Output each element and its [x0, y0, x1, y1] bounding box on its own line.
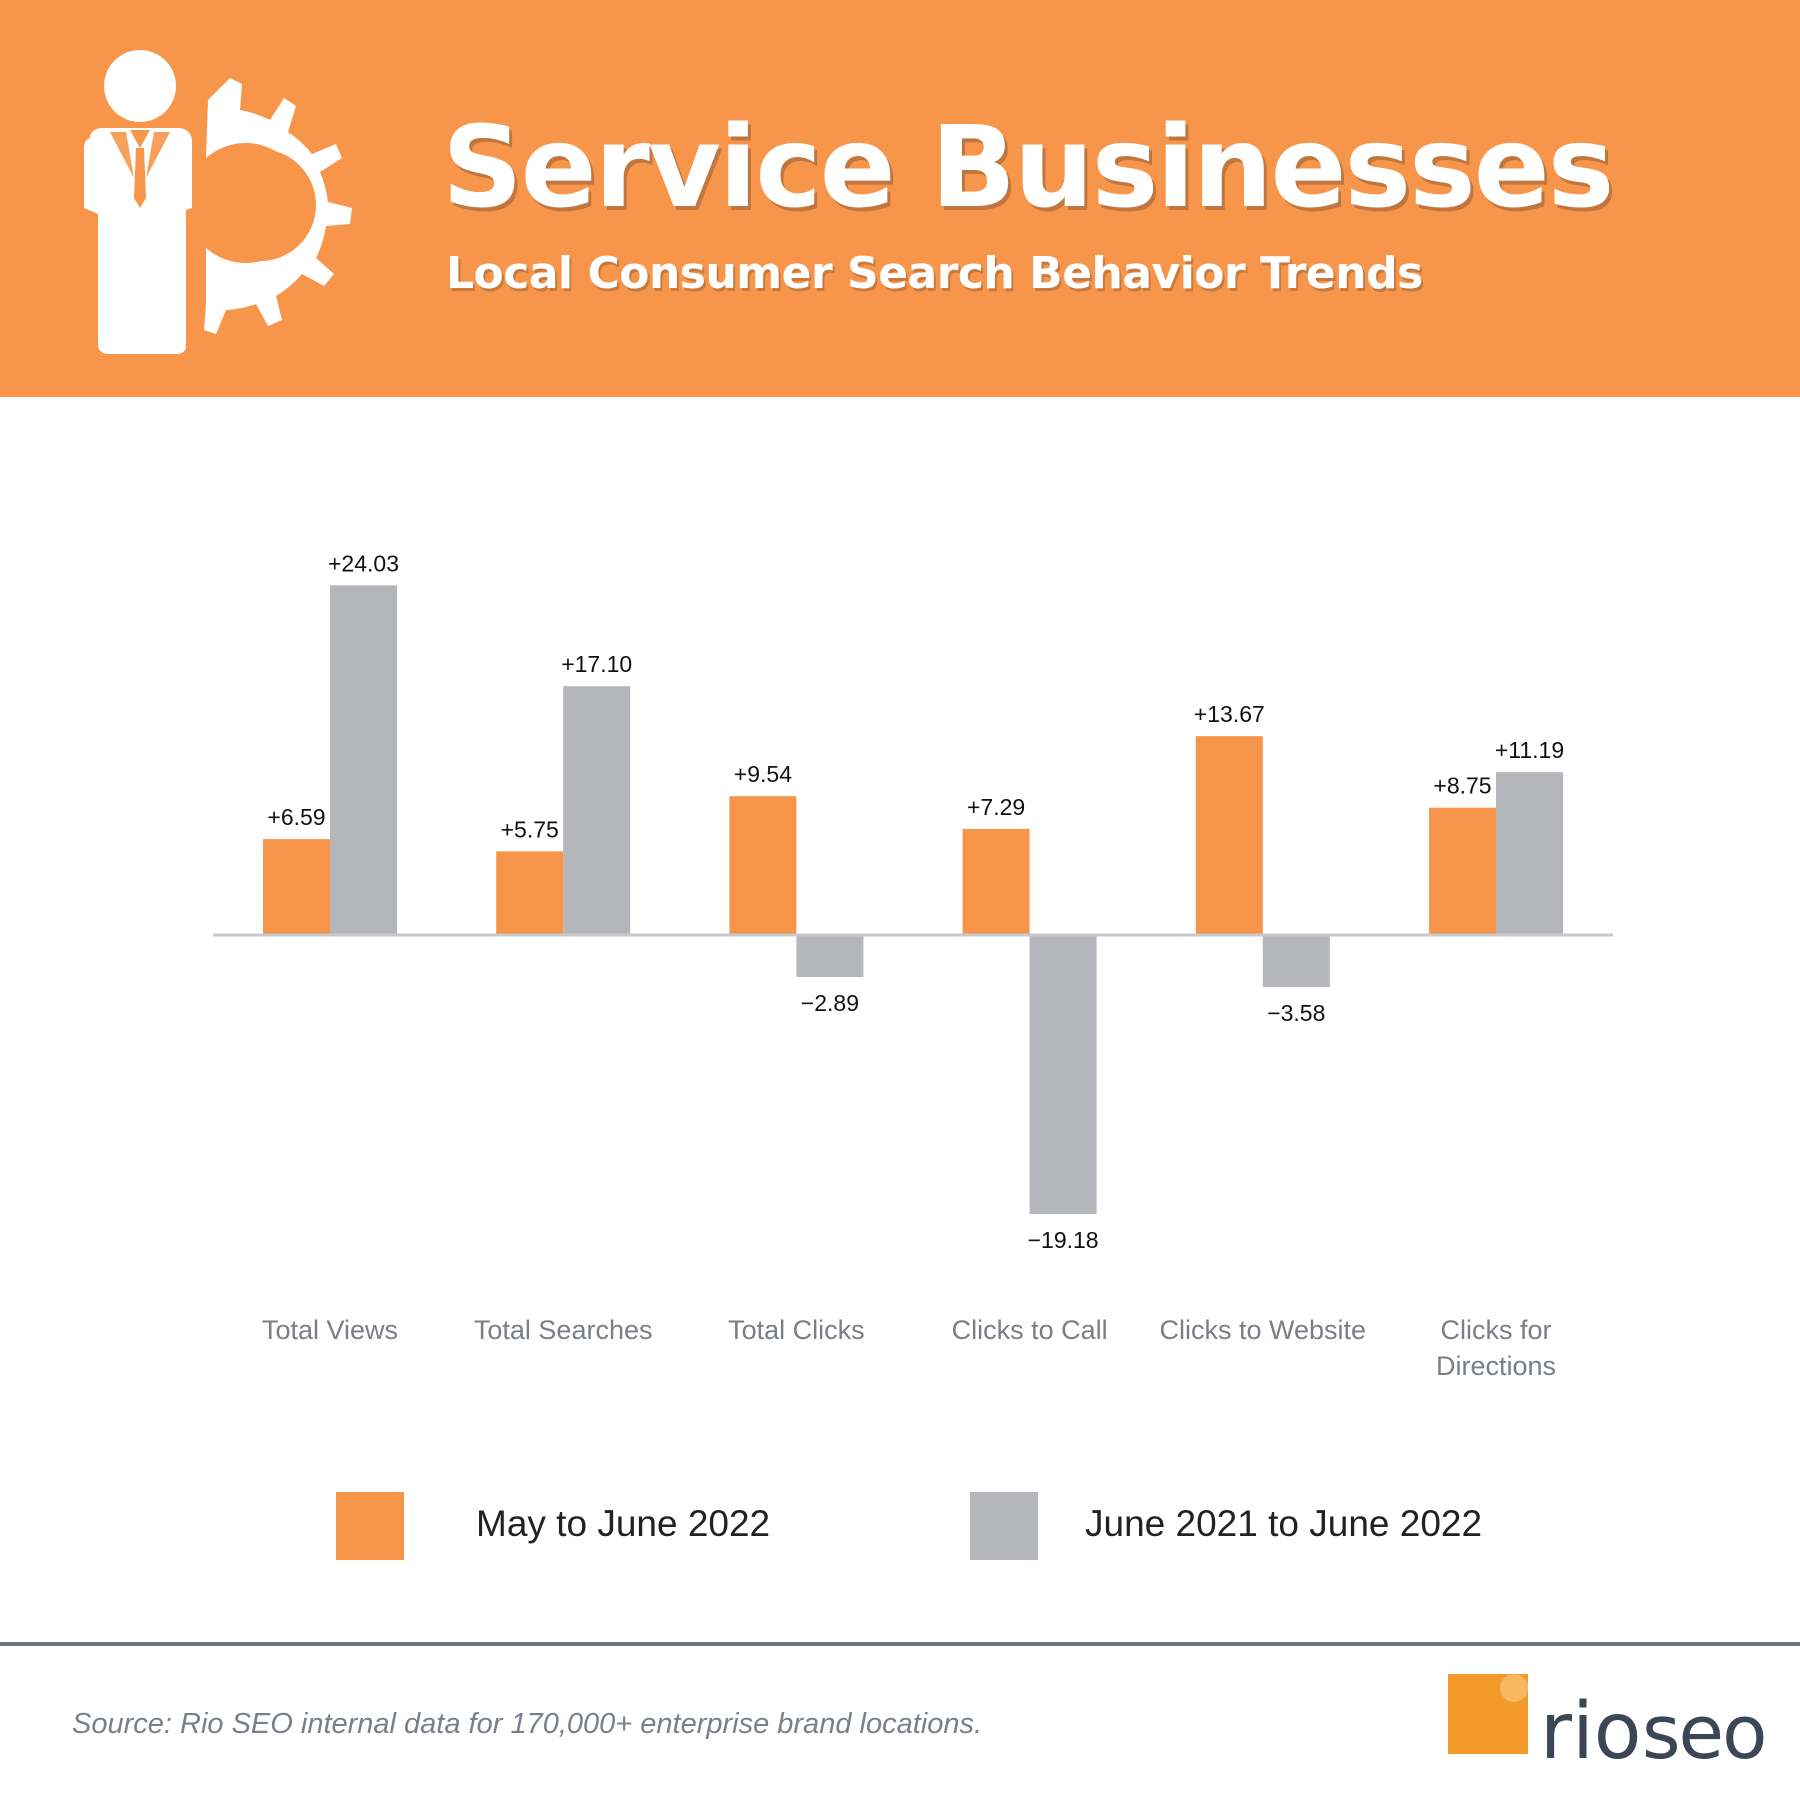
data-label-total-clicks-series-1: +9.54	[734, 761, 792, 787]
category-label-total-views: Total Views	[262, 1315, 398, 1345]
page-subtitle: Local Consumer Search Behavior Trends	[446, 248, 1423, 299]
bar-total-clicks-series-1	[729, 796, 797, 935]
data-label-total-views-series-1: +6.59	[267, 804, 325, 830]
header-banner: Service Businesses Local Consumer Search…	[0, 0, 1800, 397]
category-label-total-searches: Total Searches	[474, 1315, 653, 1345]
data-label-clicks-to-website-series-1: +13.67	[1194, 701, 1265, 727]
source-note: Source: Rio SEO internal data for 170,00…	[72, 1708, 983, 1740]
bar-clicks-to-website-series-1	[1195, 736, 1263, 935]
bar-clicks-for-directions-series-2	[1496, 772, 1563, 935]
category-label-clicks-to-call: Clicks to Call	[952, 1315, 1108, 1345]
rioseo-logo: rio seo	[1448, 1674, 1767, 1772]
bar-total-searches-series-1	[496, 851, 564, 935]
logo-text-seo: seo	[1642, 1690, 1765, 1772]
bar-chart: +6.59 +24.03 Total Views +5.75 +17.10 Total S…	[213, 550, 1613, 1381]
legend-swatch-june	[970, 1492, 1038, 1560]
bar-clicks-to-call-series-1	[962, 828, 1030, 935]
footer-divider	[0, 1642, 1800, 1646]
data-label-total-views-series-2: +24.03	[328, 550, 399, 576]
legend-label-june: June 2021 to June 2022	[1085, 1503, 1483, 1544]
data-label-total-clicks-series-2: −2.89	[801, 990, 859, 1016]
data-label-clicks-for-directions-series-1: +8.75	[1433, 773, 1491, 799]
data-label-total-searches-series-1: +5.75	[501, 816, 559, 842]
category-label-clicks-to-website: Clicks to Website	[1160, 1315, 1367, 1345]
data-label-clicks-for-directions-series-2: +11.19	[1495, 737, 1564, 763]
data-label-total-searches-series-2: +17.10	[561, 651, 632, 677]
bar-clicks-to-call-series-2	[1029, 935, 1097, 1215]
data-label-clicks-to-call-series-1: +7.29	[967, 794, 1025, 820]
bar-clicks-to-website-series-2	[1262, 935, 1330, 988]
legend-label-may: May to June 2022	[476, 1503, 771, 1544]
bar-total-views-series-2	[330, 585, 397, 935]
data-label-clicks-to-website-series-2: −3.58	[1267, 1000, 1325, 1026]
businessman-gear-icon	[84, 50, 352, 354]
page-title: Service Businesses	[442, 103, 1614, 233]
category-label-clicks-for-directions: Clicks for Directions	[1436, 1315, 1556, 1381]
legend-swatch-may	[336, 1492, 404, 1560]
logo-text-rio: rio	[1540, 1687, 1641, 1772]
bar-total-views-series-1	[263, 839, 330, 935]
bar-total-clicks-series-2	[796, 935, 864, 978]
bar-clicks-for-directions-series-1	[1429, 807, 1496, 935]
bar-total-searches-series-2	[563, 686, 631, 935]
category-label-total-clicks: Total Clicks	[728, 1315, 865, 1345]
data-label-clicks-to-call-series-2: −19.18	[1028, 1227, 1099, 1253]
